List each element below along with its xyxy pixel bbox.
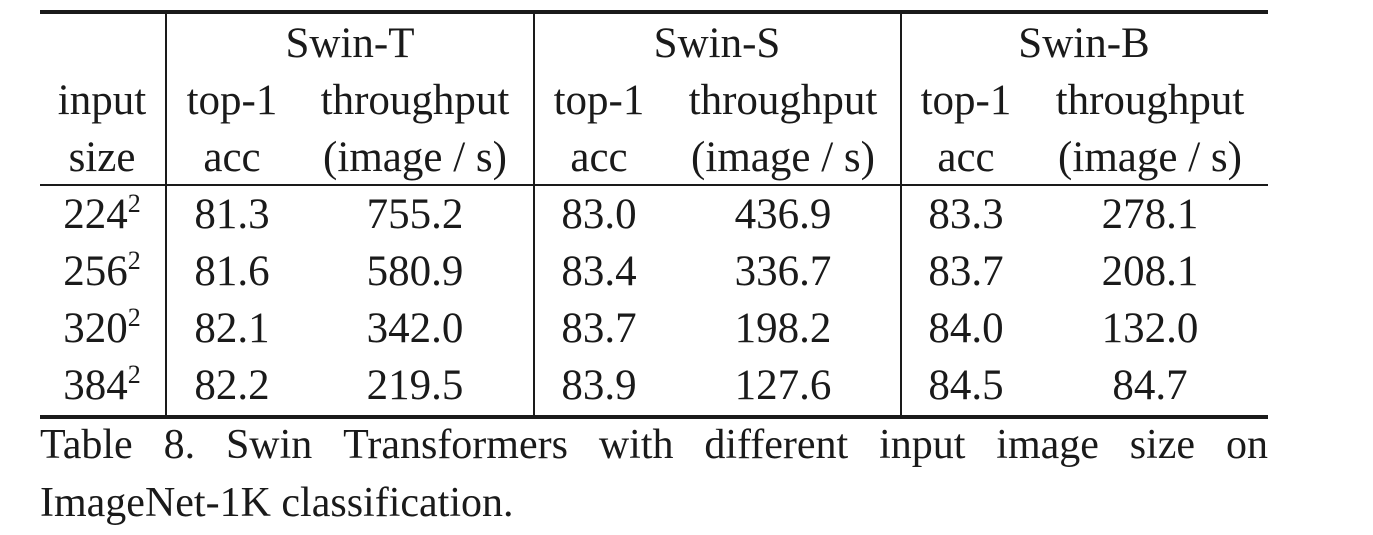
input-size-value: 224 bbox=[63, 191, 128, 238]
header-rule bbox=[40, 184, 1268, 186]
swin-b-throughput-cell: 278.1 bbox=[1101, 191, 1199, 238]
caption-word: on bbox=[1225, 422, 1268, 468]
vertical-rule-3 bbox=[900, 12, 902, 417]
throughput-header-line1: throughput bbox=[320, 77, 510, 124]
swin-b-top1-cell: 84.0 bbox=[928, 305, 1004, 352]
swin-s-throughput-cell: 127.6 bbox=[734, 362, 832, 409]
caption-word: image bbox=[996, 422, 1099, 468]
input-size-exponent: 2 bbox=[127, 246, 141, 275]
input-size-header-line1: input bbox=[57, 77, 147, 124]
caption-word: 8. bbox=[163, 422, 196, 468]
top1-header-line1: top-1 bbox=[553, 77, 645, 124]
swin-s-top1-cell: 83.0 bbox=[561, 191, 637, 238]
input-size-value: 384 bbox=[63, 362, 128, 409]
input-size-value: 256 bbox=[63, 248, 128, 295]
input-size-cell: 2242 bbox=[63, 191, 141, 238]
input-size-value: 320 bbox=[63, 305, 128, 352]
caption-word: input bbox=[879, 422, 966, 468]
input-size-exponent: 2 bbox=[127, 360, 141, 389]
swin-s-throughput-cell: 336.7 bbox=[734, 248, 832, 295]
swin-b-top1-cell: 83.3 bbox=[928, 191, 1004, 238]
caption-word: Transformers bbox=[343, 422, 568, 468]
caption-word: Swin bbox=[225, 422, 313, 468]
swin-s-top1-cell: 83.7 bbox=[561, 305, 637, 352]
top1-header-line1: top-1 bbox=[186, 77, 278, 124]
top1-header-line1: top-1 bbox=[920, 77, 1012, 124]
bottom-rule bbox=[40, 415, 1268, 419]
caption-word: different bbox=[704, 422, 849, 468]
swin-t-top1-cell: 81.6 bbox=[194, 248, 270, 295]
swin-b-throughput-cell: 84.7 bbox=[1112, 362, 1188, 409]
top1-header-line2: acc bbox=[570, 134, 628, 181]
caption-word: with bbox=[598, 422, 674, 468]
swin-t-top1-cell: 82.1 bbox=[194, 305, 270, 352]
swin-s-throughput-cell: 198.2 bbox=[734, 305, 832, 352]
input-size-exponent: 2 bbox=[127, 303, 141, 332]
swin-b-throughput-cell: 132.0 bbox=[1101, 305, 1199, 352]
swin-s-throughput-cell: 436.9 bbox=[734, 191, 832, 238]
throughput-header-line2: (image / s) bbox=[1058, 134, 1242, 181]
vertical-rule-2 bbox=[533, 12, 535, 417]
swin-t-throughput-cell: 342.0 bbox=[366, 305, 464, 352]
input-size-cell: 3842 bbox=[63, 362, 141, 409]
model-header-swin-b: Swin-B bbox=[1018, 20, 1150, 67]
table-caption-line1: Table 8. Swin Transformers with different inpu… bbox=[40, 424, 1268, 466]
throughput-header-line2: (image / s) bbox=[691, 134, 875, 181]
swin-t-throughput-cell: 755.2 bbox=[366, 191, 464, 238]
swin-t-throughput-cell: 219.5 bbox=[366, 362, 464, 409]
input-size-header-line2: size bbox=[68, 134, 136, 181]
throughput-header-line1: throughput bbox=[1055, 77, 1245, 124]
swin-t-top1-cell: 81.3 bbox=[194, 191, 270, 238]
table-caption-line2: ImageNet-1K classification. bbox=[40, 480, 514, 526]
swin-s-top1-cell: 83.9 bbox=[561, 362, 637, 409]
top1-header-line2: acc bbox=[937, 134, 995, 181]
caption-word: size bbox=[1129, 422, 1196, 468]
swin-b-top1-cell: 83.7 bbox=[928, 248, 1004, 295]
input-size-exponent: 2 bbox=[127, 189, 141, 218]
swin-s-top1-cell: 83.4 bbox=[561, 248, 637, 295]
model-header-swin-t: Swin-T bbox=[285, 20, 415, 67]
swin-b-top1-cell: 84.5 bbox=[928, 362, 1004, 409]
swin-t-throughput-cell: 580.9 bbox=[366, 248, 464, 295]
top1-header-line2: acc bbox=[203, 134, 261, 181]
vertical-rule-1 bbox=[165, 12, 167, 417]
throughput-header-line2: (image / s) bbox=[323, 134, 507, 181]
throughput-header-line1: throughput bbox=[688, 77, 878, 124]
input-size-cell: 2562 bbox=[63, 248, 141, 295]
model-header-swin-s: Swin-S bbox=[653, 20, 781, 67]
top-rule bbox=[40, 10, 1268, 14]
input-size-cell: 3202 bbox=[63, 305, 141, 352]
swin-t-top1-cell: 82.2 bbox=[194, 362, 270, 409]
caption-word: Table bbox=[40, 422, 133, 468]
swin-b-throughput-cell: 208.1 bbox=[1101, 248, 1199, 295]
